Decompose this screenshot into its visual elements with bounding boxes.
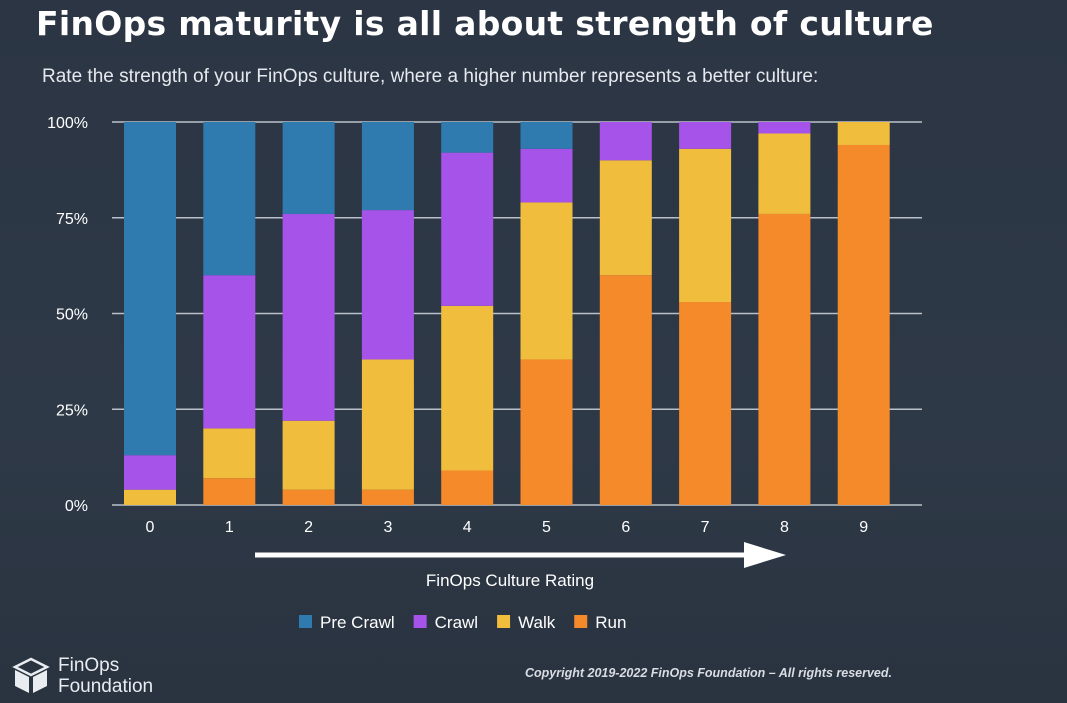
finops-foundation-logo: FinOps Foundation — [12, 655, 172, 699]
y-tick-label: 25% — [56, 402, 88, 419]
y-axis-ticks: 0% 25% 50% 75% 100% — [47, 115, 88, 515]
bar-segment-run — [203, 478, 256, 505]
bar-segment-run — [758, 213, 811, 506]
bar-segment-pre-crawl — [282, 122, 335, 214]
page-title: FinOps maturity is all about strength of… — [36, 4, 934, 43]
bar-segment-crawl — [599, 122, 652, 161]
bar-segment-run — [837, 144, 890, 506]
legend-label: Walk — [518, 613, 556, 632]
logo-line-2: Foundation — [58, 676, 154, 697]
x-tick-label: 4 — [463, 519, 472, 536]
bar-segment-walk — [124, 489, 176, 505]
x-tick-label: 9 — [859, 519, 868, 536]
bar-segment-walk — [282, 420, 335, 490]
chart-legend: Pre Crawl Crawl Walk Run — [299, 613, 626, 632]
x-tick-label: 0 — [146, 519, 155, 536]
x-tick-label: 5 — [542, 519, 551, 536]
legend-label: Crawl — [435, 613, 478, 632]
copyright-notice: Copyright 2019-2022 FinOps Foundation – … — [525, 666, 892, 680]
legend-item: Crawl — [413, 613, 478, 632]
bar-segment-pre-crawl — [361, 122, 414, 211]
bar-segment-run — [441, 470, 494, 505]
legend-swatch — [299, 615, 312, 628]
direction-arrow — [255, 542, 786, 568]
bar-stack — [441, 122, 494, 505]
bar-segment-run — [361, 489, 414, 505]
bar-segment-walk — [203, 428, 256, 479]
logo-line-1: FinOps — [58, 655, 120, 676]
chart-bars — [124, 122, 890, 506]
x-axis-ticks: 0 1 2 3 4 5 6 7 8 9 — [146, 519, 869, 536]
legend-swatch — [497, 615, 511, 628]
y-tick-label: 0% — [65, 498, 88, 515]
legend-item: Walk — [497, 613, 556, 632]
bar-segment-pre-crawl — [520, 122, 573, 149]
bar-stack — [282, 122, 335, 505]
bar-segment-crawl — [441, 152, 494, 306]
legend-swatch — [574, 615, 588, 628]
bar-segment-walk — [679, 148, 732, 303]
bar-segment-pre-crawl — [124, 122, 176, 456]
bar-segment-crawl — [282, 213, 335, 421]
bar-segment-walk — [837, 122, 890, 145]
legend-swatch — [413, 615, 427, 628]
bar-segment-crawl — [758, 122, 811, 134]
y-tick-label: 50% — [56, 307, 88, 324]
x-axis-label: FinOps Culture Rating — [426, 571, 594, 590]
cube-logo-icon — [12, 657, 50, 693]
legend-label: Pre Crawl — [320, 613, 395, 632]
bar-segment-run — [282, 489, 335, 505]
legend-item: Run — [574, 613, 626, 632]
bar-stack — [203, 122, 256, 505]
bar-stack — [837, 122, 890, 506]
legend-label: Run — [595, 613, 626, 632]
bar-segment-run — [599, 275, 652, 505]
bar-segment-walk — [758, 133, 811, 214]
x-tick-label: 3 — [383, 519, 392, 536]
direction-arrow-head — [744, 542, 786, 568]
x-tick-label: 7 — [701, 519, 710, 536]
bar-segment-pre-crawl — [203, 122, 256, 276]
y-tick-label: 100% — [47, 115, 88, 132]
bar-segment-pre-crawl — [441, 122, 494, 153]
x-tick-label: 8 — [780, 519, 789, 536]
bar-stack — [679, 122, 732, 505]
page-subtitle: Rate the strength of your FinOps culture… — [42, 66, 819, 87]
bar-segment-crawl — [361, 210, 414, 360]
bar-stack — [599, 122, 652, 505]
legend-item: Pre Crawl — [299, 613, 395, 632]
bar-stack — [520, 122, 573, 505]
bar-segment-crawl — [520, 148, 573, 203]
bar-segment-walk — [361, 359, 414, 490]
y-tick-label: 75% — [56, 211, 88, 228]
x-tick-label: 1 — [225, 519, 234, 536]
bar-segment-walk — [520, 202, 573, 360]
x-tick-label: 6 — [621, 519, 630, 536]
bar-segment-crawl — [203, 275, 256, 429]
bar-segment-walk — [441, 305, 494, 471]
bar-stack — [758, 122, 811, 506]
bar-segment-run — [679, 302, 732, 505]
bar-segment-crawl — [124, 455, 176, 490]
bar-segment-run — [520, 359, 573, 505]
bar-stack — [124, 122, 176, 505]
x-tick-label: 2 — [304, 519, 313, 536]
logo-wordmark: FinOps Foundation — [58, 655, 153, 697]
bar-segment-walk — [599, 160, 652, 276]
bar-segment-crawl — [679, 122, 732, 149]
bar-stack — [361, 122, 414, 505]
